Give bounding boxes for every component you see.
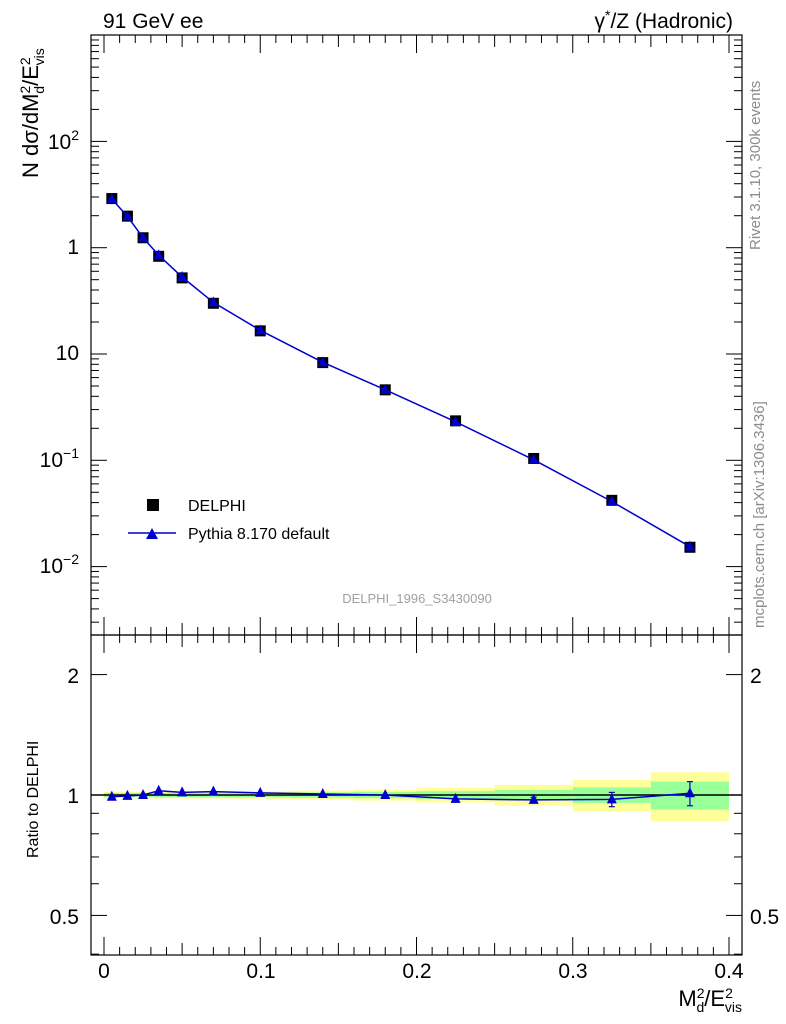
mc-series-line xyxy=(111,198,691,548)
mc-point-pythia xyxy=(380,383,391,394)
legend: DELPHI Pythia 8.170 default xyxy=(128,498,330,543)
ratio-tick-label-0p5-right: 0.5 xyxy=(750,906,779,929)
ratio-point-pythia xyxy=(153,784,164,795)
legend-data-marker xyxy=(147,499,159,511)
ratio-tick-marks xyxy=(91,635,742,955)
mc-point-pythia xyxy=(317,356,328,367)
x-tick-label-0p3: 0.3 xyxy=(558,960,587,983)
mc-point-pythia xyxy=(450,415,461,426)
process-title: γ*/Z (Hadronic) xyxy=(595,7,733,33)
legend-data-label: DELPHI xyxy=(188,498,246,515)
x-tick-label-0p1: 0.1 xyxy=(246,960,275,983)
ratio-point-pythia xyxy=(138,789,149,799)
y-axis-label: N dσ/dM2d/E2vis xyxy=(17,48,47,178)
y-tick-label-0p1: 10−1 xyxy=(40,445,80,472)
energy-title: 91 GeV ee xyxy=(103,10,203,33)
mc-point-pythia xyxy=(684,540,695,551)
main-data-layer xyxy=(106,193,696,553)
ratio-point-pythia xyxy=(106,790,117,801)
ratio-point-pythia xyxy=(255,786,266,797)
mc-point-pythia xyxy=(606,495,617,506)
x-tick-label-0p4: 0.4 xyxy=(714,960,744,983)
legend-mc-marker xyxy=(146,528,158,539)
y-tick-label-1: 10 xyxy=(56,342,79,365)
ratio-point-pythia xyxy=(380,789,391,799)
x-tick-label-0: 0 xyxy=(98,960,110,983)
ratio-tick-label-2-right: 2 xyxy=(750,665,762,688)
mc-point-pythia xyxy=(177,271,188,282)
ratio-panel: 2 1 0.5 2 0.5 Ratio to DELPHI 0 0.1 0.2 … xyxy=(25,634,779,1015)
y-tick-label-0p01: 10−2 xyxy=(40,551,80,578)
ratio-point-pythia xyxy=(177,786,188,797)
y-tick-label-10: 1 xyxy=(67,236,79,259)
ratio-point-pythia xyxy=(208,785,219,796)
main-tick-marks xyxy=(91,35,742,635)
ratio-point-pythia xyxy=(606,793,617,804)
ratio-point-pythia xyxy=(528,793,539,804)
main-panel: 102 1 10 10−1 10−2 N dσ/dM2d/E2vis DELPH… xyxy=(17,34,743,636)
legend-mc-label: Pythia 8.170 default xyxy=(188,526,330,543)
y-tick-label-100: 102 xyxy=(48,127,79,154)
ratio-data-layer xyxy=(106,781,695,808)
main-frame xyxy=(90,34,743,636)
mc-point-pythia xyxy=(528,453,539,464)
ratio-point-pythia xyxy=(122,789,133,800)
mc-point-pythia xyxy=(153,249,164,260)
ratio-point-pythia xyxy=(450,792,461,803)
ratio-tick-label-0p5-left: 0.5 xyxy=(50,906,79,929)
ratio-y-axis-label: Ratio to DELPHI xyxy=(25,741,42,858)
mc-point-pythia xyxy=(106,193,117,204)
x-axis-label: M2 d/E2 vis xyxy=(678,985,742,1015)
ratio-point-pythia xyxy=(317,787,328,798)
mc-point-pythia xyxy=(208,296,219,307)
mc-point-pythia xyxy=(122,210,133,221)
mc-point-pythia xyxy=(255,324,266,335)
analysis-watermark: DELPHI_1996_S3430090 xyxy=(342,591,492,606)
mc-point-pythia xyxy=(138,231,149,242)
mcplots-label: mcplots.cern.ch [arXiv:1306.3436] xyxy=(751,401,768,628)
ratio-point-pythia xyxy=(684,787,695,798)
rivet-label: Rivet 3.1.10, 300k events xyxy=(747,81,764,250)
ratio-tick-label-2-left: 2 xyxy=(67,665,79,688)
x-tick-label-0p2: 0.2 xyxy=(402,960,431,983)
ratio-tick-label-1-left: 1 xyxy=(67,785,79,808)
